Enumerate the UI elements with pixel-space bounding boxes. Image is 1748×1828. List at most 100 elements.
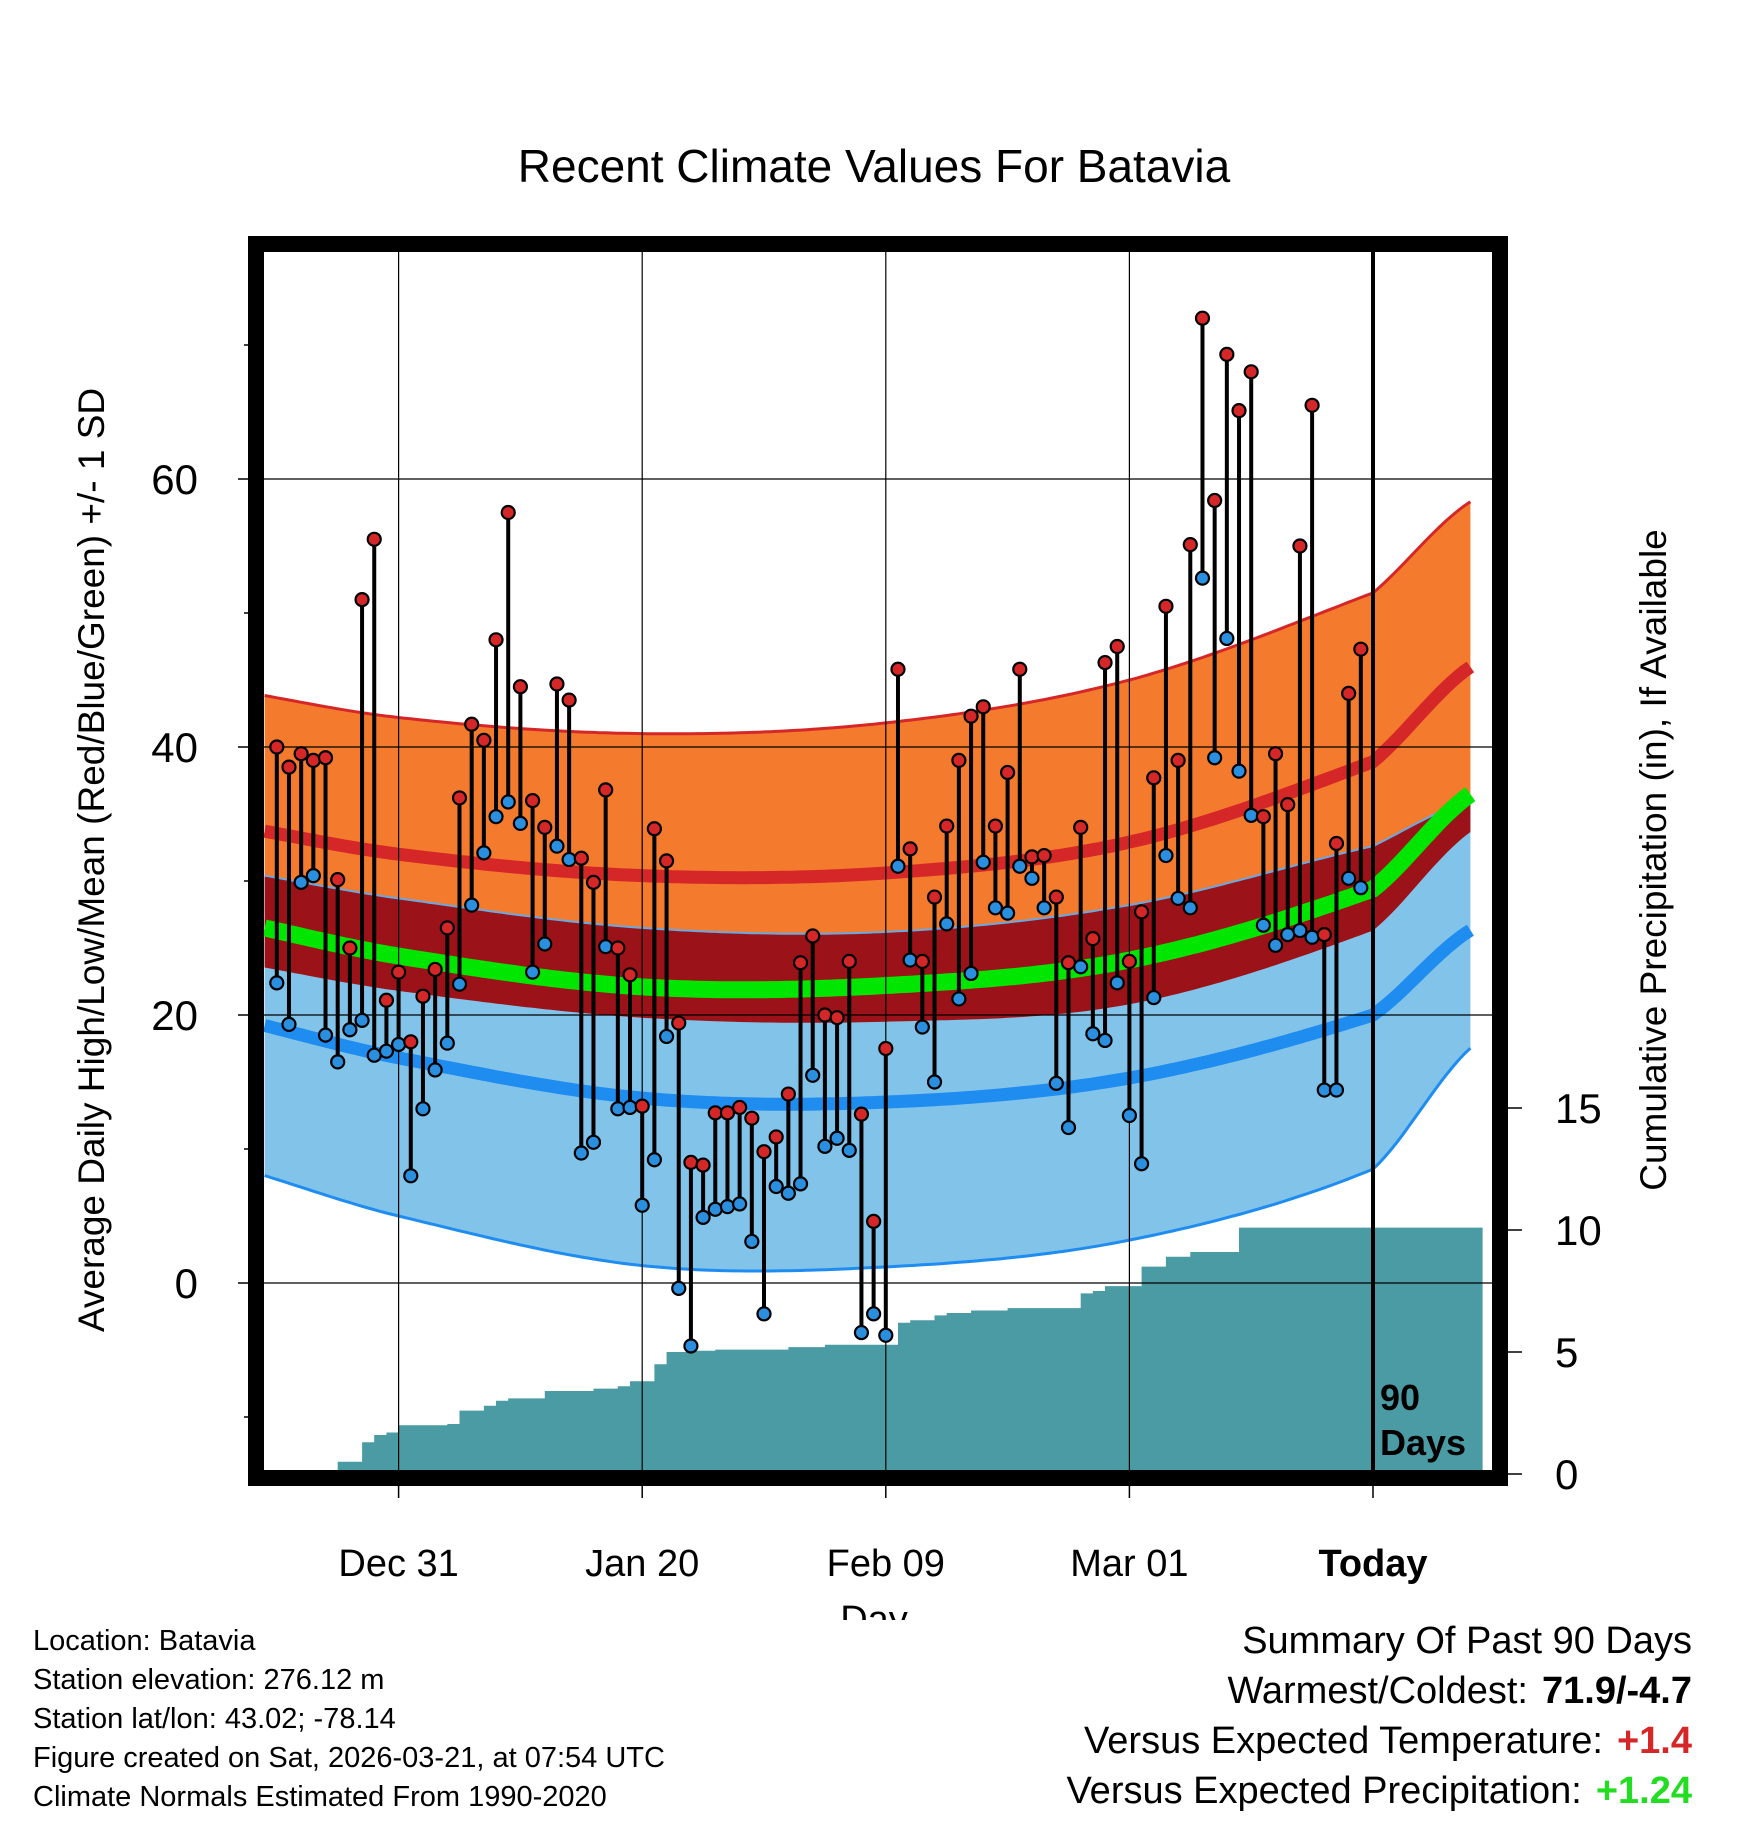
precipitation-area <box>337 1227 1483 1472</box>
daily-low-point <box>451 976 468 992</box>
daily-low-point <box>366 1047 382 1063</box>
daily-low-point <box>829 1130 845 1146</box>
daily-low-point <box>330 1054 346 1070</box>
daily-low-point <box>573 1145 589 1161</box>
daily-high-point <box>378 992 395 1008</box>
latlon-text: Station lat/lon: 43.02; -78.14 <box>33 1703 396 1735</box>
daily-low-point <box>1012 858 1028 874</box>
x-axis-label: Day <box>840 1599 908 1620</box>
daily-low-point <box>999 905 1016 921</box>
daily-low-point <box>1170 890 1186 907</box>
today-days-label: 90 Days <box>1380 1377 1466 1463</box>
normal-low-line <box>263 924 1474 1111</box>
daily-high-point <box>524 792 541 809</box>
daily-low-point <box>1207 750 1223 766</box>
daily-low-point <box>1024 870 1040 886</box>
daily-low-point <box>354 1012 370 1028</box>
daily-low-point <box>939 916 955 932</box>
daily-high-point <box>1341 685 1357 702</box>
warm-cold-value: 71.9/-4.7 <box>1542 1670 1692 1712</box>
daily-low-point <box>1316 1082 1332 1098</box>
x-tick-label: Dec 31 <box>338 1543 458 1585</box>
daily-low-point <box>780 1185 796 1201</box>
daily-high-point <box>683 1154 699 1171</box>
daily-low-point <box>293 874 309 890</box>
daily-high-point <box>999 764 1016 781</box>
daily-low-point <box>695 1209 711 1225</box>
daily-low-point <box>1085 1026 1101 1042</box>
daily-low-point <box>464 897 480 913</box>
daily-high-point <box>281 759 297 775</box>
daily-low-point <box>866 1306 882 1322</box>
daily-low-point <box>853 1324 870 1341</box>
daily-high-point <box>403 1034 419 1050</box>
daily-high-point <box>951 752 967 769</box>
daily-high-point <box>451 790 468 806</box>
daily-high-point <box>1012 661 1028 677</box>
location-text: Location: Batavia <box>33 1625 256 1657</box>
daily-low-point <box>1036 900 1052 916</box>
daily-low-point <box>512 815 529 831</box>
daily-low-point <box>719 1199 736 1215</box>
daily-high-point <box>439 920 455 936</box>
y-tick-label: 40 <box>151 724 198 771</box>
daily-high-point <box>610 940 626 956</box>
daily-low-point <box>805 1067 821 1083</box>
daily-high-point <box>707 1105 723 1121</box>
daily-high-point <box>1280 797 1296 813</box>
daily-high-point <box>391 964 407 980</box>
daily-low-point <box>732 1196 748 1212</box>
daily-high-point <box>537 819 553 836</box>
x-tick-label: Today <box>1318 1543 1427 1585</box>
daily-low-point <box>646 1152 662 1168</box>
daily-high-point <box>622 967 638 983</box>
daily-high-point <box>476 732 492 748</box>
daily-high-point <box>366 531 382 547</box>
daily-low-point <box>658 1028 675 1045</box>
warm-cold-label: Warmest/Coldest: <box>1227 1670 1528 1712</box>
y-tick-label: 20 <box>151 992 198 1039</box>
daily-low-point <box>671 1280 687 1296</box>
daily-low-point <box>488 809 504 825</box>
daily-low-point <box>1280 926 1296 943</box>
daily-high-point <box>902 841 918 857</box>
daily-high-point <box>354 591 370 608</box>
daily-high-point <box>561 692 577 708</box>
daily-low-point <box>1292 922 1308 939</box>
x-tick-label: Jan 20 <box>585 1543 699 1585</box>
observations <box>269 310 1369 1354</box>
daily-high-point <box>1158 598 1174 614</box>
daily-low-point <box>415 1101 431 1117</box>
daily-high-point <box>1194 310 1211 326</box>
daily-high-point <box>512 679 529 695</box>
daily-high-point <box>805 928 821 944</box>
daily-low-point <box>391 1036 407 1053</box>
daily-high-point <box>573 850 589 866</box>
daily-high-point <box>853 1106 870 1122</box>
y2-tick-label: 5 <box>1555 1329 1578 1376</box>
daily-high-point <box>1182 537 1198 553</box>
station-info: Location: Batavia Station elevation: 276… <box>33 1622 665 1817</box>
daily-low-point <box>1255 917 1271 933</box>
x-tick-label: Mar 01 <box>1070 1543 1188 1585</box>
daily-low-point <box>269 975 285 991</box>
daily-high-point <box>719 1105 736 1121</box>
daily-low-point <box>1133 1156 1150 1172</box>
daily-high-point <box>1292 538 1308 554</box>
daily-high-point <box>342 940 358 956</box>
daily-low-point <box>1109 975 1125 991</box>
axes: 0 20 40 60 0 5 10 15 Dec 31 Jan 20 Feb 09 Mar 01 Tod… <box>151 236 1602 1585</box>
daily-low-point <box>1194 570 1211 586</box>
daily-high-point <box>756 1144 772 1160</box>
daily-high-point <box>671 1015 687 1031</box>
daily-high-point <box>1048 889 1064 905</box>
y-axis-label: Average Daily High/Low/Mean (Red/Blue/Gr… <box>71 388 112 1332</box>
daily-low-point <box>549 838 565 854</box>
daily-high-point <box>1097 654 1113 671</box>
daily-low-point <box>926 1074 943 1090</box>
daily-high-point <box>732 1099 748 1116</box>
daily-high-point <box>1121 953 1138 970</box>
plot-frame <box>248 236 1508 1486</box>
y2-tick-label: 0 <box>1555 1451 1578 1498</box>
daily-low-point <box>476 845 492 861</box>
